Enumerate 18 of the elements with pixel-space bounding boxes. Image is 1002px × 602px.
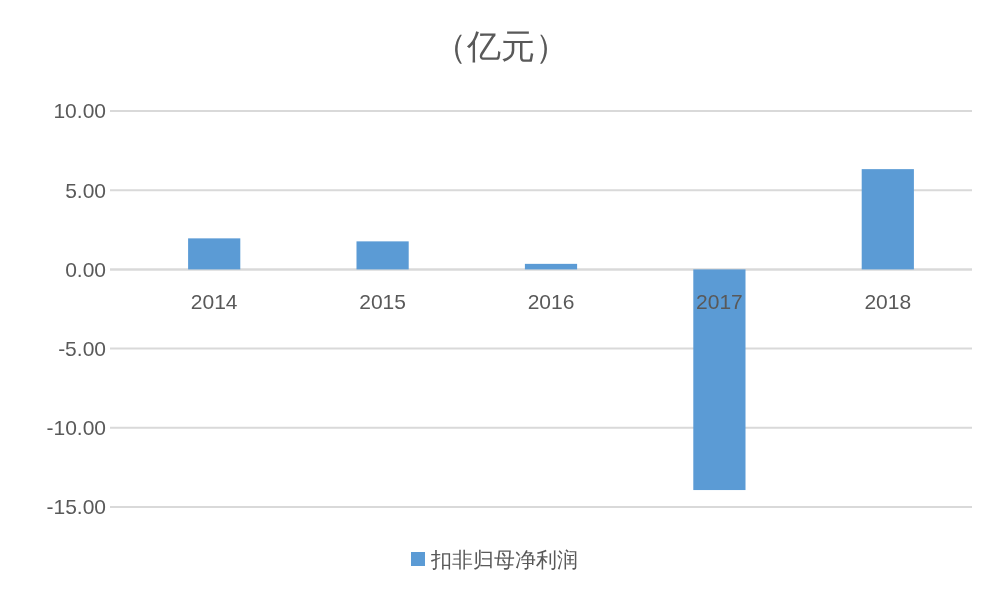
bar [356, 241, 409, 270]
y-tick-label: 10.00 [53, 99, 106, 123]
x-tick-label: 2014 [190, 290, 238, 314]
legend-label: 扣非归母净利润 [430, 548, 578, 572]
y-tick-label: -10.00 [46, 416, 106, 440]
bar [861, 169, 914, 270]
y-tick-label: 5.00 [65, 178, 106, 202]
x-tick-label: 2018 [864, 290, 912, 314]
x-tick-label: 2017 [696, 290, 743, 314]
y-tick-label: 0.00 [65, 257, 106, 281]
y-tick-label: -5.00 [58, 336, 106, 360]
bar [188, 238, 241, 270]
x-tick-label: 2015 [359, 290, 406, 314]
y-tick-label: -15.00 [46, 495, 106, 519]
bar [693, 269, 746, 491]
chart-title: （亿元） [433, 27, 569, 65]
x-tick-label: 2016 [527, 290, 575, 314]
bar [524, 263, 578, 270]
